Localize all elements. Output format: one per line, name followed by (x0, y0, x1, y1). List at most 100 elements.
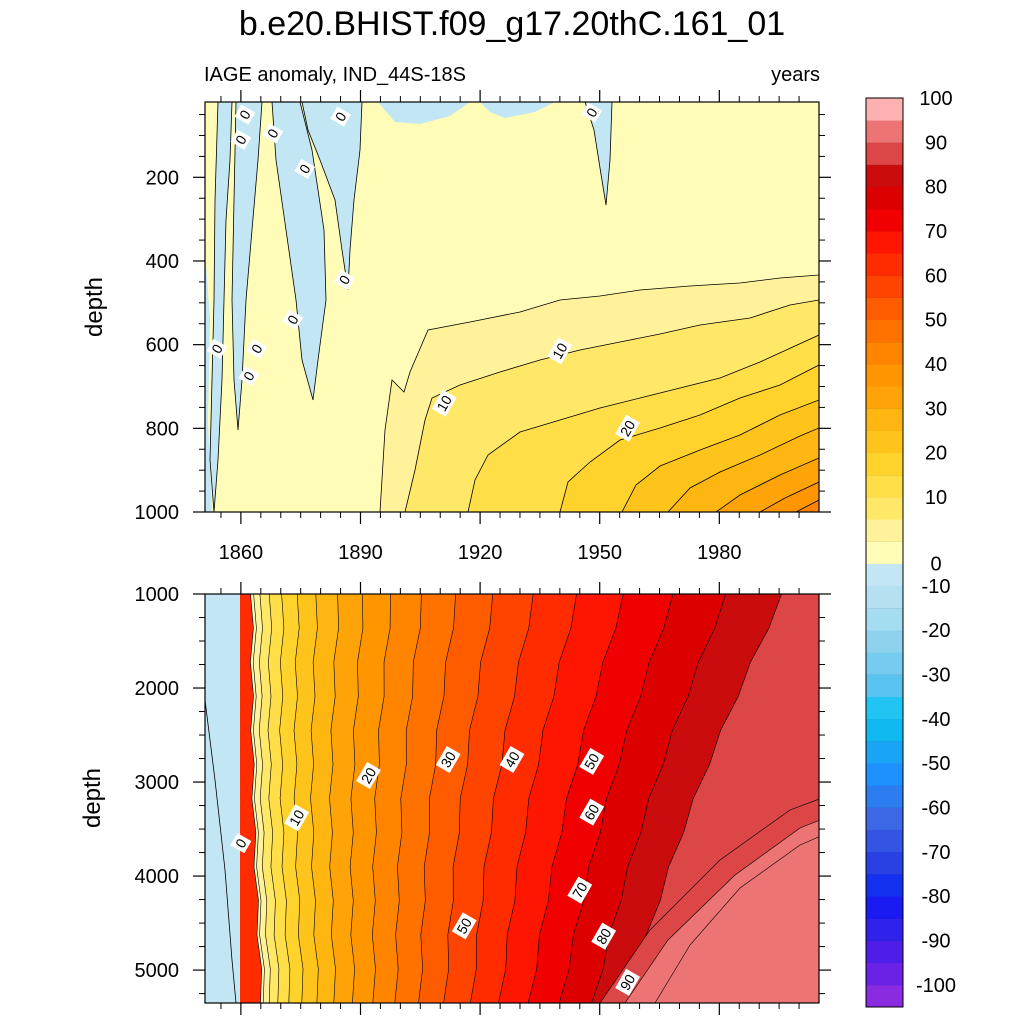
contour-label-box (581, 102, 603, 123)
contour-label-text: 10 (433, 392, 455, 414)
colorbar-label: -100 (916, 975, 956, 997)
colorbar-label: -30 (922, 664, 951, 686)
contour-label-box (206, 338, 228, 359)
colorbar-segment (866, 607, 903, 631)
upper-negative-region (232, 102, 262, 430)
colorbar-segment (866, 452, 903, 476)
colorbar-segment (866, 408, 903, 431)
colorbar-segment (866, 652, 903, 675)
x-tick-label: 1980 (697, 542, 742, 564)
lower-contour-label: 40 (499, 745, 525, 774)
upper-y-tick-label: 400 (146, 251, 179, 273)
colorbar-segment (866, 763, 903, 786)
upper-contour-label: 0 (294, 158, 316, 179)
lower-contour-labels: 0 10 20 30 40 50 60 50 70 80 90 (230, 745, 641, 996)
contour-label-box (547, 337, 573, 365)
colorbar-label: -40 (922, 709, 951, 731)
colorbar-segment (866, 962, 903, 986)
colorbar-segment (866, 807, 903, 831)
colorbar-label: -50 (922, 753, 951, 775)
upper-contour-label: 0 (282, 309, 304, 330)
contour-label-text: 40 (501, 749, 523, 771)
lower-y-tick-label: 5000 (135, 960, 180, 982)
colorbar-segment (866, 740, 903, 764)
lower-y-tick-label: 4000 (135, 866, 180, 888)
lower-plot-frame (204, 593, 820, 1004)
contour-label-box (591, 922, 617, 950)
contour-label-text: 20 (617, 417, 639, 439)
colorbar-segment (866, 208, 903, 232)
colorbar-segment (866, 829, 903, 853)
x-tick-label: 1860 (219, 542, 264, 564)
colorbar-segment (866, 341, 903, 365)
colorbar-segment (866, 519, 903, 542)
chart-subtitle-left: IAGE anomaly, IND_44S-18S (204, 64, 466, 86)
contour-label-text: 70 (569, 879, 591, 901)
colorbar-label: -80 (922, 886, 951, 908)
contour-label-box (262, 123, 284, 144)
colorbar-segment (866, 231, 903, 254)
upper-negative-region (480, 102, 555, 118)
lower-contour-label: 70 (567, 876, 593, 904)
upper-contour-label: 0 (206, 338, 228, 359)
upper-negative-region (205, 250, 212, 512)
colorbar-segment (866, 275, 903, 298)
lower-band-deep-101 (654, 836, 819, 1003)
lower-contour-label: 50 (579, 747, 605, 775)
colorbar-segment (866, 674, 903, 698)
upper-contour-label: 0 (581, 102, 603, 123)
colorbar-segment (866, 918, 903, 941)
contour-label-box (246, 338, 268, 359)
colorbar-label: -20 (922, 620, 951, 642)
upper-negative-region (210, 102, 232, 512)
lower-y-tick-label: 3000 (135, 772, 180, 794)
colorbar-segment (866, 164, 903, 188)
colorbar-segment (866, 585, 903, 609)
colorbar-label: -70 (922, 842, 951, 864)
upper-contour-label: 10 (547, 337, 573, 365)
contour-label-box (238, 365, 260, 387)
upper-contour-label: 0 (238, 365, 260, 387)
lower-y-axis-label: depth (79, 768, 106, 828)
colorbar-segment (866, 142, 903, 165)
colorbar-segment (866, 98, 903, 121)
colorbar-segment (866, 474, 903, 498)
colorbar-label: 0 (930, 554, 941, 576)
upper-contour-label: 0 (330, 106, 352, 127)
upper-y-tick-label: 1000 (135, 502, 180, 524)
colorbar-segment (866, 851, 903, 875)
lower-contour-label: 30 (435, 745, 461, 774)
upper-contour-label: 0 (246, 338, 268, 359)
colorbar-label: 50 (925, 310, 947, 332)
contour-label-text: 50 (581, 750, 603, 772)
colorbar-segment (866, 896, 903, 919)
upper-contour-label: 0 (230, 129, 252, 150)
contour-label-box (284, 804, 310, 832)
lower-contour-label: 10 (284, 804, 310, 832)
colorbar-segment (866, 785, 903, 808)
contour-label-box (230, 129, 252, 150)
contour-label-box (334, 269, 355, 290)
colorbar-segment (866, 364, 903, 387)
upper-y-axis-label: depth (81, 277, 108, 337)
lower-y-tick-label: 2000 (135, 678, 180, 700)
lower-contour-label: 50 (451, 912, 477, 940)
colorbar-segment (866, 386, 903, 409)
contour-label-text: 80 (593, 925, 615, 947)
colorbar-segment (866, 120, 903, 143)
contour-label-box (451, 912, 477, 940)
lower-contour-label: 20 (356, 761, 381, 790)
lower-y-tick-label: 1000 (135, 584, 180, 606)
upper-contour-fill (205, 102, 819, 512)
lower-panel: 0 10 20 30 40 50 60 50 70 80 90 1000 2000 3000 4000 50… (135, 582, 831, 1015)
contour-label-box (282, 309, 304, 330)
contour-label-box (330, 106, 352, 127)
upper-contour-label: 0 (234, 104, 256, 125)
upper-y-tick-label: 200 (146, 167, 179, 189)
colorbar-segment (866, 563, 903, 587)
upper-contour-label: 0 (334, 269, 355, 290)
colorbar-segment (866, 696, 903, 720)
upper-negative-region (585, 102, 612, 205)
contour-label-text: 30 (437, 749, 459, 771)
